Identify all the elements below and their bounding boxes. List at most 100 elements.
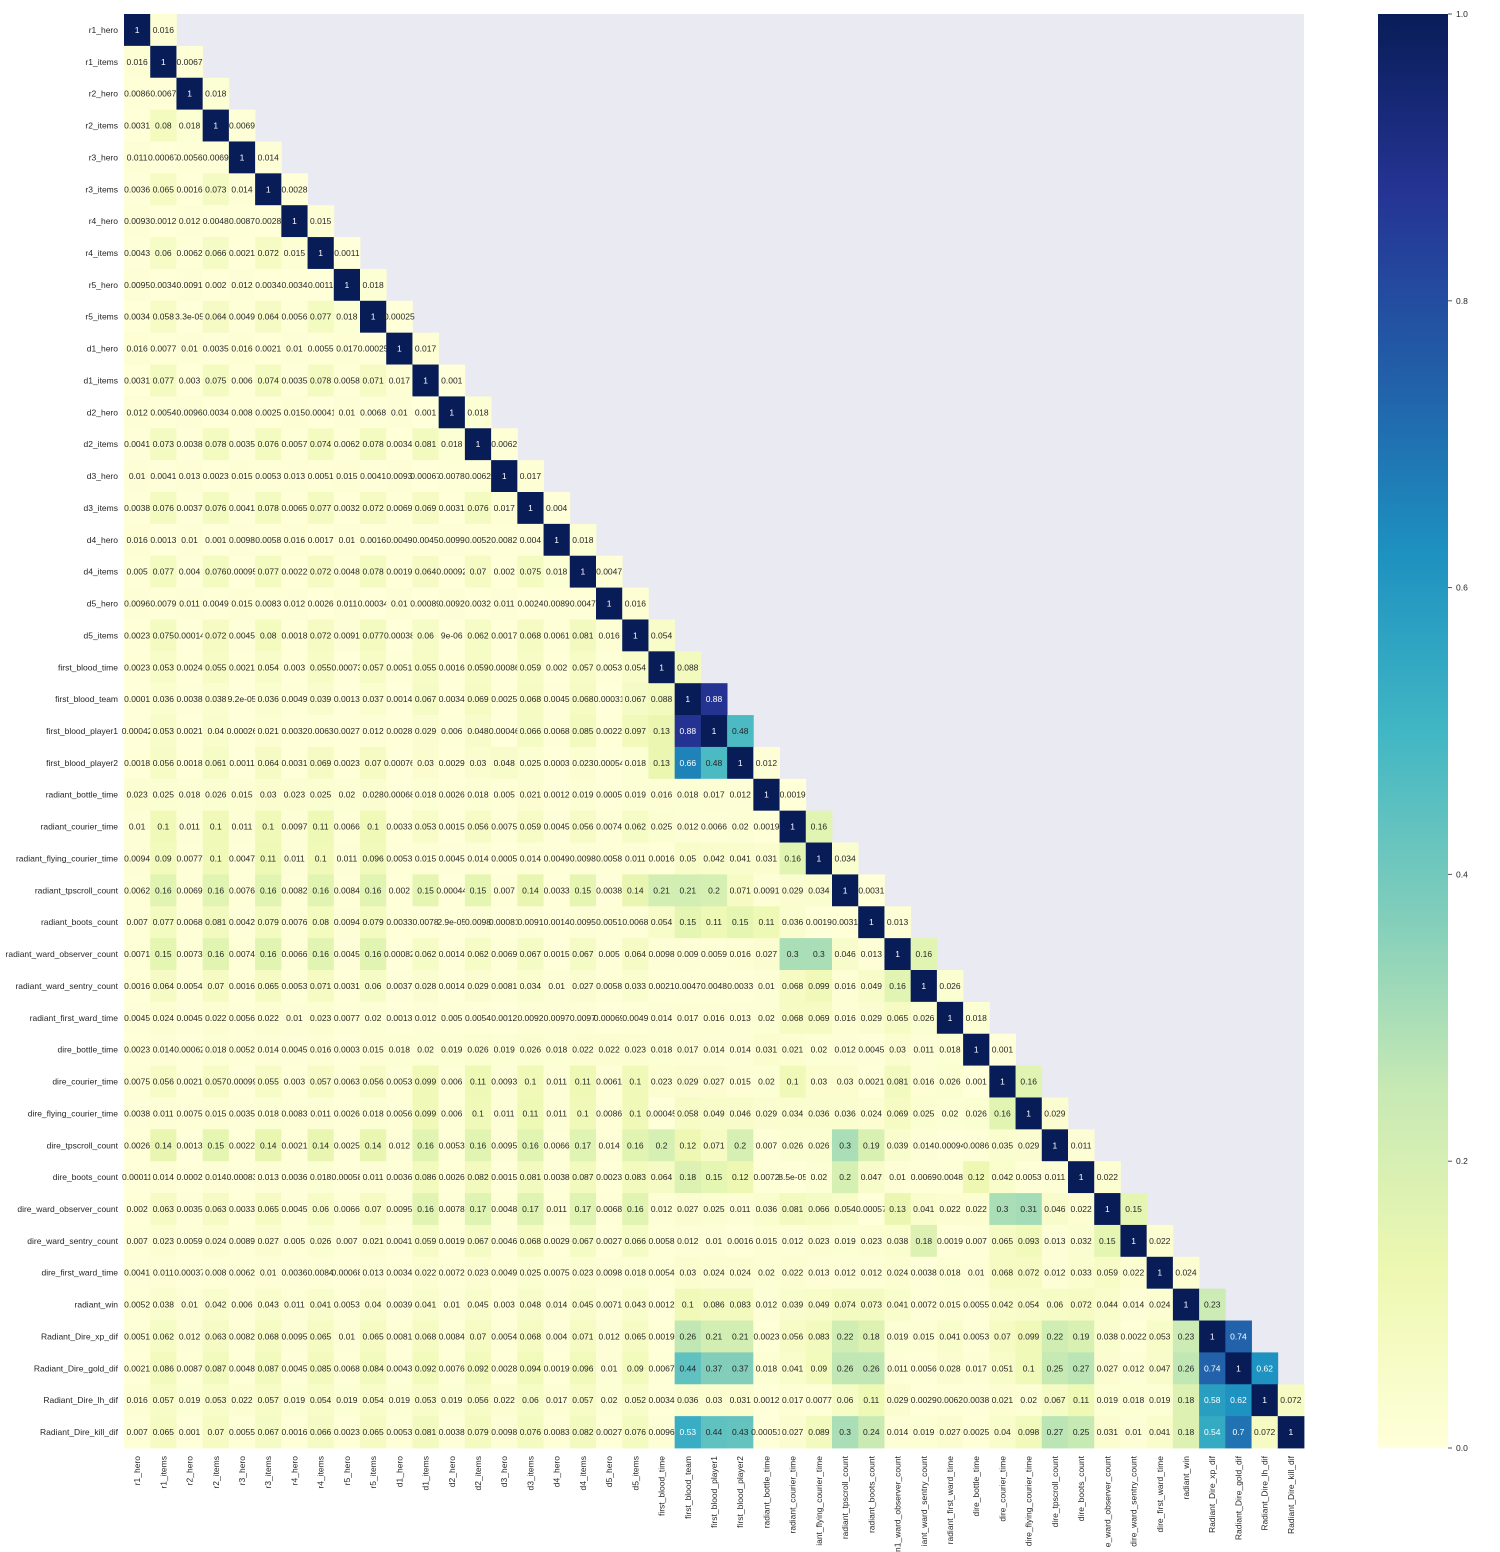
heatmap-cell <box>386 332 413 365</box>
heatmap-cell <box>202 237 230 270</box>
cell-value-label: 0.042 <box>992 1172 1014 1182</box>
cell-value-label: 0.3 <box>787 949 799 959</box>
cell-value-label: 0.0028 <box>386 726 412 736</box>
cell-value-label: 0.0016 <box>360 535 386 545</box>
cell-value-label: 0.022 <box>1149 1236 1171 1246</box>
cell-value-label: 0.08 <box>155 121 172 131</box>
cell-value-label: 0.0065 <box>281 503 307 513</box>
cell-value-label: 0.0016 <box>281 1427 307 1437</box>
cell-value-label: 0.00046 <box>489 726 520 736</box>
cell-value-label: 0.01 <box>391 407 408 417</box>
cell-value-label: 0.022 <box>598 1045 620 1055</box>
heatmap-cell <box>202 364 230 397</box>
cell-value-label: 0.0062 <box>334 439 360 449</box>
cell-value-label: 0.00069 <box>594 1013 625 1023</box>
cell-value-label: 0.019 <box>1097 1395 1119 1405</box>
cell-value-label: 0.0038 <box>124 503 150 513</box>
cell-value-label: 0.015 <box>756 1236 778 1246</box>
cell-value-label: 0.1 <box>525 1077 537 1087</box>
heatmap-cell <box>176 428 204 461</box>
cell-value-label: 0.062 <box>467 630 489 640</box>
cell-value-label: 0.012 <box>126 407 148 417</box>
heatmap-cell <box>150 428 177 461</box>
cell-value-label: 0.16 <box>312 949 329 959</box>
cell-value-label: 0.19 <box>863 1140 880 1150</box>
heatmap-cell <box>228 109 256 142</box>
cell-value-label: 0.076 <box>625 1427 647 1437</box>
heatmap-cell <box>150 460 177 493</box>
x-tick-label: d1_hero <box>394 1456 404 1487</box>
cell-value-label: 0.0062 <box>491 439 517 449</box>
y-tick-label: radiant_win <box>75 1300 119 1310</box>
cell-value-label: 0.012 <box>284 599 306 609</box>
cell-value-label: 0.059 <box>520 822 542 832</box>
x-tick-label: dire_bottle_time <box>971 1456 981 1517</box>
heatmap-cell <box>386 492 413 525</box>
cell-value-label: 0.0089 <box>229 1236 255 1246</box>
cell-value-label: 0.02 <box>811 1045 828 1055</box>
cell-value-label: 0.011 <box>1045 1172 1066 1182</box>
cell-value-label: 0.069 <box>467 694 489 704</box>
cell-value-label: 0.011 <box>153 1268 174 1278</box>
cell-value-label: 0.033 <box>625 981 647 991</box>
cell-value-label: 0.0095 <box>281 1331 307 1341</box>
cell-value-label: 0.02 <box>758 1268 775 1278</box>
cell-value-label: 0.0096 <box>124 599 150 609</box>
cell-value-label: 0.02 <box>601 1395 618 1405</box>
cell-value-label: 0.005 <box>598 949 620 959</box>
cell-value-label: 0.076 <box>205 503 227 513</box>
cell-value-label: 0.24 <box>863 1427 880 1437</box>
heatmap-cell <box>176 45 204 79</box>
cell-value-label: 0.0021 <box>229 662 255 672</box>
x-tick-label: first_blood_player2 <box>735 1456 745 1528</box>
heatmap-cell <box>412 428 440 461</box>
heatmap-cell <box>333 492 361 525</box>
cell-value-label: 0.016 <box>153 25 175 35</box>
cell-value-label: 0.067 <box>467 1236 489 1246</box>
heatmap-cell <box>360 268 387 302</box>
x-tick-label: Radiant_Dire_gold_dif <box>1233 1455 1243 1540</box>
cell-value-label: 0.067 <box>572 949 594 959</box>
cell-value-label: 0.18 <box>680 1172 697 1182</box>
cell-value-label: 0.012 <box>677 1236 699 1246</box>
cell-value-label: 0.067 <box>625 694 647 704</box>
cell-value-label: 0.13 <box>653 726 670 736</box>
cell-value-label: 0.07 <box>470 567 487 577</box>
cell-value-label: 0.00081 <box>489 917 520 927</box>
cell-value-label: 0.072 <box>1254 1427 1276 1437</box>
cell-value-label: 0.21 <box>732 1331 749 1341</box>
cell-value-label: 0.0026 <box>124 1140 150 1150</box>
cell-value-label: 0.047 <box>1149 1363 1171 1373</box>
cell-value-label: 0.068 <box>782 1013 804 1023</box>
cell-value-label: 0.065 <box>258 1204 280 1214</box>
heatmap-cell <box>150 77 177 110</box>
cell-value-label: 0.0053 <box>255 471 281 481</box>
heatmap-cell <box>281 492 308 525</box>
cell-value-label: 0.0086 <box>963 1140 989 1150</box>
cell-value-label: 0.01 <box>286 1013 303 1023</box>
cell-value-label: 0.0041 <box>229 503 255 513</box>
cell-value-label: 0.0021 <box>255 344 281 354</box>
cell-value-label: 0.015 <box>231 599 253 609</box>
cell-value-label: 0.00099 <box>227 1077 258 1087</box>
cell-value-label: 0.26 <box>863 1363 880 1373</box>
cell-value-label: 0.0042 <box>229 917 255 927</box>
heatmap-cell <box>281 555 308 588</box>
cell-value-label: 0.00095 <box>227 567 258 577</box>
cell-value-label: 0.012 <box>861 1268 883 1278</box>
heatmap-cell <box>255 396 282 429</box>
cell-value-label: 0.044 <box>1097 1300 1119 1310</box>
cell-value-label: 0.0091 <box>753 885 779 895</box>
cell-value-label: 0.011 <box>494 1108 515 1118</box>
heatmap-cell <box>124 77 151 110</box>
cell-value-label: 0.17 <box>575 1204 592 1214</box>
heatmap-cell <box>333 523 361 557</box>
heatmap-cell <box>228 428 256 461</box>
heatmap-cell <box>438 396 466 429</box>
heatmap-cell <box>150 587 177 620</box>
heatmap-cell <box>464 555 492 588</box>
cell-value-label: 0.024 <box>1149 1300 1171 1310</box>
cell-value-label: 0.015 <box>336 471 358 481</box>
cell-value-label: 1 <box>869 917 874 927</box>
